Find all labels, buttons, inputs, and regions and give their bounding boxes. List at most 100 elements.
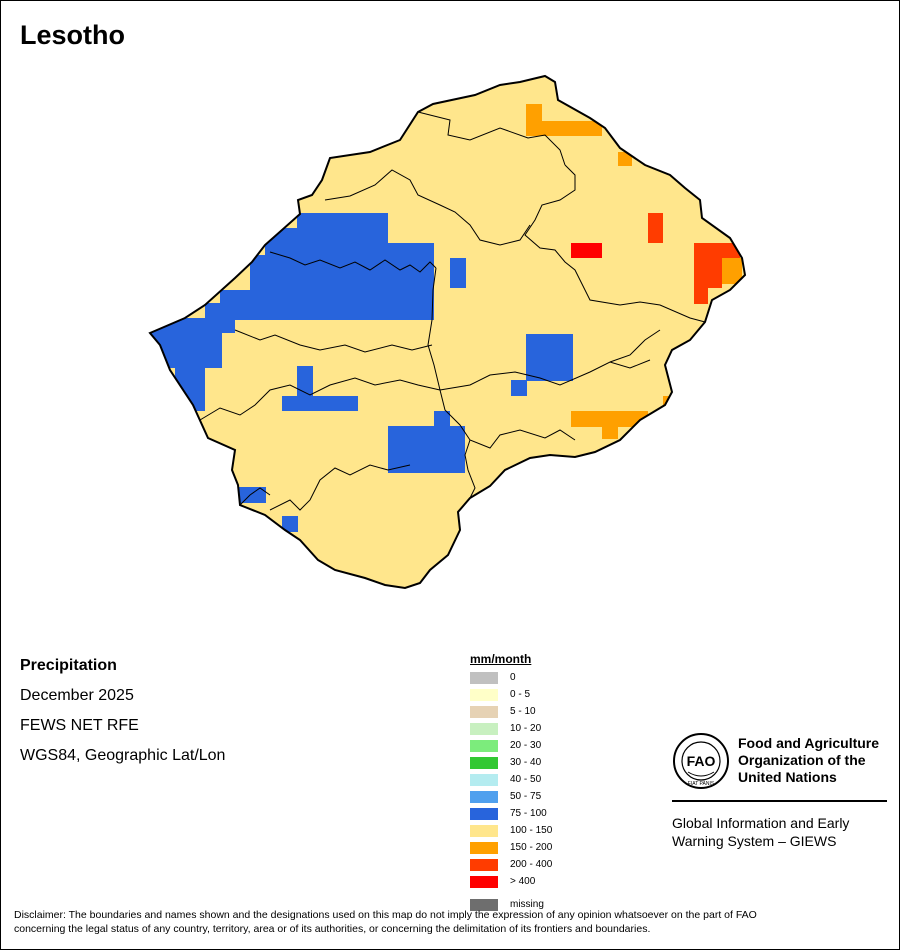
legend-label: 50 - 75 [510, 791, 542, 802]
map-source: FEWS NET RFE [20, 717, 139, 734]
legend-items: 0 0 - 5 5 - 10 10 - 20 20 - 30 30 - 40 40 - 50… [470, 670, 590, 891]
legend-swatch [470, 672, 498, 684]
map-projection: WGS84, Geographic Lat/Lon [20, 747, 226, 764]
legend-title: mm/month [470, 652, 532, 666]
rain-cell-200-400 [694, 258, 722, 288]
legend-label: 20 - 30 [510, 740, 542, 751]
rain-class-200-400 [648, 213, 740, 304]
rain-cell-75-100 [175, 366, 205, 411]
precipitation-map [148, 74, 747, 590]
rain-cell-75-100 [150, 318, 222, 368]
rain-class-75-100 [150, 213, 573, 532]
legend-label: 5 - 10 [510, 706, 536, 717]
rain-class-over-400 [571, 243, 602, 258]
legend-label: 0 [510, 672, 516, 683]
legend-label: 75 - 100 [510, 808, 547, 819]
rain-cell-150-200 [602, 426, 618, 439]
rain-cell-75-100 [236, 487, 266, 503]
legend-label: 40 - 50 [510, 774, 542, 785]
legend-item: 10 - 20 [470, 721, 590, 738]
map-title: Lesotho [20, 20, 125, 50]
rain-cell-75-100 [434, 411, 450, 427]
district-boundary [427, 267, 441, 391]
district-boundaries [199, 111, 706, 511]
rain-cell-75-100 [450, 258, 466, 288]
legend-swatch [470, 808, 498, 820]
legend-swatch [470, 825, 498, 837]
legend-label: 100 - 150 [510, 825, 553, 836]
legend-item: 40 - 50 [470, 772, 590, 789]
legend-item: 100 - 150 [470, 823, 590, 840]
legend: mm/month 0 0 - 5 5 - 10 10 - 20 20 - 30 30 - … [470, 652, 590, 914]
rain-cell-200-400 [694, 288, 708, 304]
rain-cell-150-200 [571, 411, 648, 427]
rain-cell-75-100 [511, 380, 527, 396]
fao-name-line1: Food and Agriculture [738, 735, 880, 751]
district-boundary [524, 164, 706, 323]
fao-name-line2: Organization of the [738, 752, 866, 768]
district-boundary [417, 111, 566, 166]
legend-item-missing: missing [470, 897, 590, 914]
legend-item: 0 [470, 670, 590, 687]
legend-swatch [470, 876, 498, 888]
disclaimer-line2: concerning the legal status of any count… [14, 923, 651, 935]
rain-cell-75-100 [282, 396, 358, 411]
fao-name-line3: United Nations [738, 769, 837, 785]
district-boundary [464, 439, 476, 499]
rain-cell-75-100 [297, 366, 313, 396]
legend-swatch [470, 791, 498, 803]
fao-motto: FIAT PANIS [688, 781, 715, 787]
legend-item: 200 - 400 [470, 857, 590, 874]
rain-class-150-200 [526, 104, 742, 439]
fao-emblem-text: FAO [687, 753, 716, 769]
district-boundary [199, 377, 441, 421]
giews-name: Global Information and Early Warning Sys… [672, 814, 887, 850]
rain-cell-100-150 [150, 76, 745, 588]
legend-label: 30 - 40 [510, 757, 542, 768]
legend-swatch [470, 842, 498, 854]
district-boundary [269, 464, 411, 511]
legend-label-missing: missing [510, 899, 544, 910]
legend-item: > 400 [470, 874, 590, 891]
disclaimer-line1: Disclaimer: The boundaries and names sho… [14, 909, 757, 921]
legend-swatch [470, 689, 498, 701]
legend-label: > 400 [510, 876, 536, 887]
legend-swatch [470, 706, 498, 718]
legend-swatch [470, 859, 498, 871]
fao-divider [672, 800, 887, 802]
district-boundary [609, 329, 661, 363]
district-boundary [269, 251, 437, 273]
rain-cell-75-100 [282, 516, 298, 532]
legend-item: 0 - 5 [470, 687, 590, 704]
rain-cell-75-100 [526, 334, 573, 381]
district-boundary [239, 487, 271, 506]
rain-cell-150-200 [722, 258, 742, 284]
legend-item: 50 - 75 [470, 789, 590, 806]
rain-cell-over-400 [571, 243, 602, 258]
map-variable: Precipitation [20, 657, 117, 674]
legend-swatch [470, 757, 498, 769]
legend-swatch [470, 774, 498, 786]
legend-item: 75 - 100 [470, 806, 590, 823]
rain-cell-75-100 [388, 426, 465, 473]
giews-line1: Global Information and Early [672, 815, 850, 831]
legend-swatch [470, 740, 498, 752]
rain-cell-200-400 [648, 213, 663, 243]
rain-cell-150-200 [526, 121, 602, 136]
rain-cell-200-400 [694, 243, 740, 258]
fao-name: Food and Agriculture Organization of the… [738, 735, 898, 786]
legend-item: 5 - 10 [470, 704, 590, 721]
district-boundary [439, 359, 651, 391]
lesotho-border [148, 74, 747, 590]
legend-swatch [470, 723, 498, 735]
legend-label: 200 - 400 [510, 859, 553, 870]
rain-cell-75-100 [265, 228, 298, 258]
fao-emblem-icon: FAO FIAT PANIS [673, 733, 729, 789]
map-period: December 2025 [20, 687, 134, 704]
legend-label: 0 - 5 [510, 689, 531, 700]
legend-swatch-missing [470, 899, 498, 911]
district-boundary [439, 389, 576, 449]
legend-label: 150 - 200 [510, 842, 553, 853]
legend-label: 10 - 20 [510, 723, 542, 734]
rainfall-grid [150, 76, 745, 588]
